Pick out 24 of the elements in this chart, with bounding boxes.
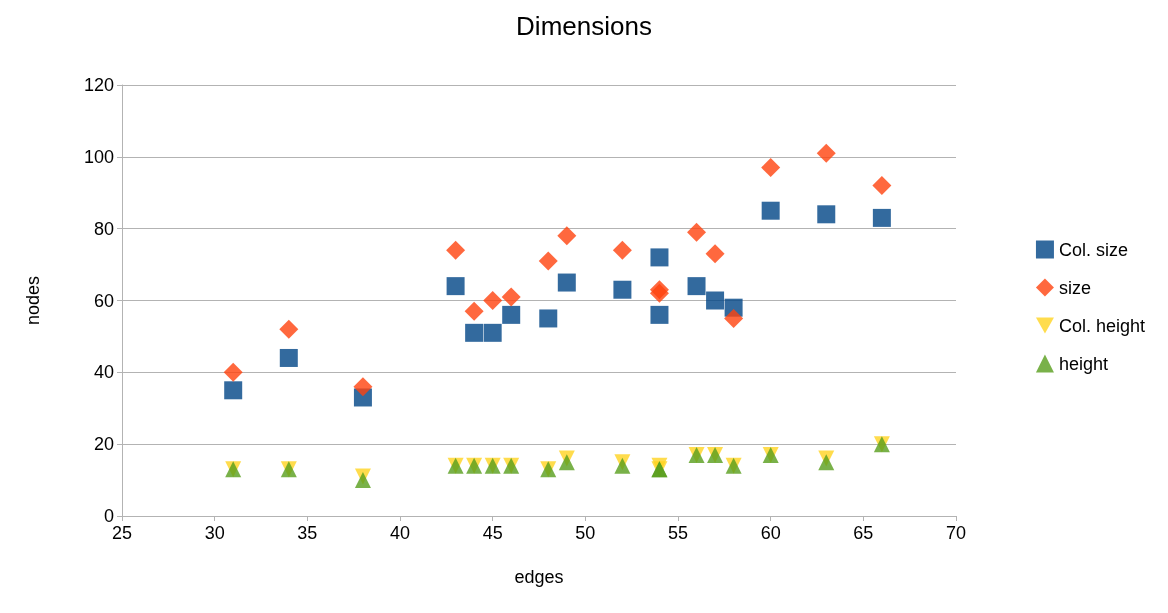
x-tick-label: 60: [760, 523, 781, 543]
chart-title: Dimensions: [516, 11, 652, 41]
x-tick-label: 70: [945, 523, 967, 543]
y-tick-label: 20: [93, 434, 114, 455]
legend-label: size: [1058, 277, 1091, 298]
x-tick-label: 55: [667, 523, 689, 543]
legend-label: Col. height: [1058, 315, 1146, 336]
y-tick-label: 0: [103, 506, 114, 526]
legend-label: Col. size: [1058, 239, 1128, 260]
y-tick-label: 80: [93, 218, 114, 239]
y-tick-label: 40: [93, 362, 114, 383]
x-tick-label: 30: [204, 523, 225, 543]
x-axis-title: edges: [514, 567, 564, 587]
x-tick-label: 65: [853, 523, 874, 543]
x-tick-label: 40: [389, 523, 411, 543]
y-tick-label: 100: [83, 146, 114, 167]
x-tick-label: 25: [111, 523, 133, 543]
y-tick-label: 60: [93, 290, 114, 311]
x-tick-label: 50: [575, 523, 596, 543]
x-tick-label: 35: [297, 523, 318, 543]
y-axis-title: nodes: [23, 275, 43, 326]
legend-label: height: [1058, 353, 1108, 374]
y-tick-label: 120: [83, 75, 114, 95]
x-tick-label: 45: [482, 523, 503, 543]
